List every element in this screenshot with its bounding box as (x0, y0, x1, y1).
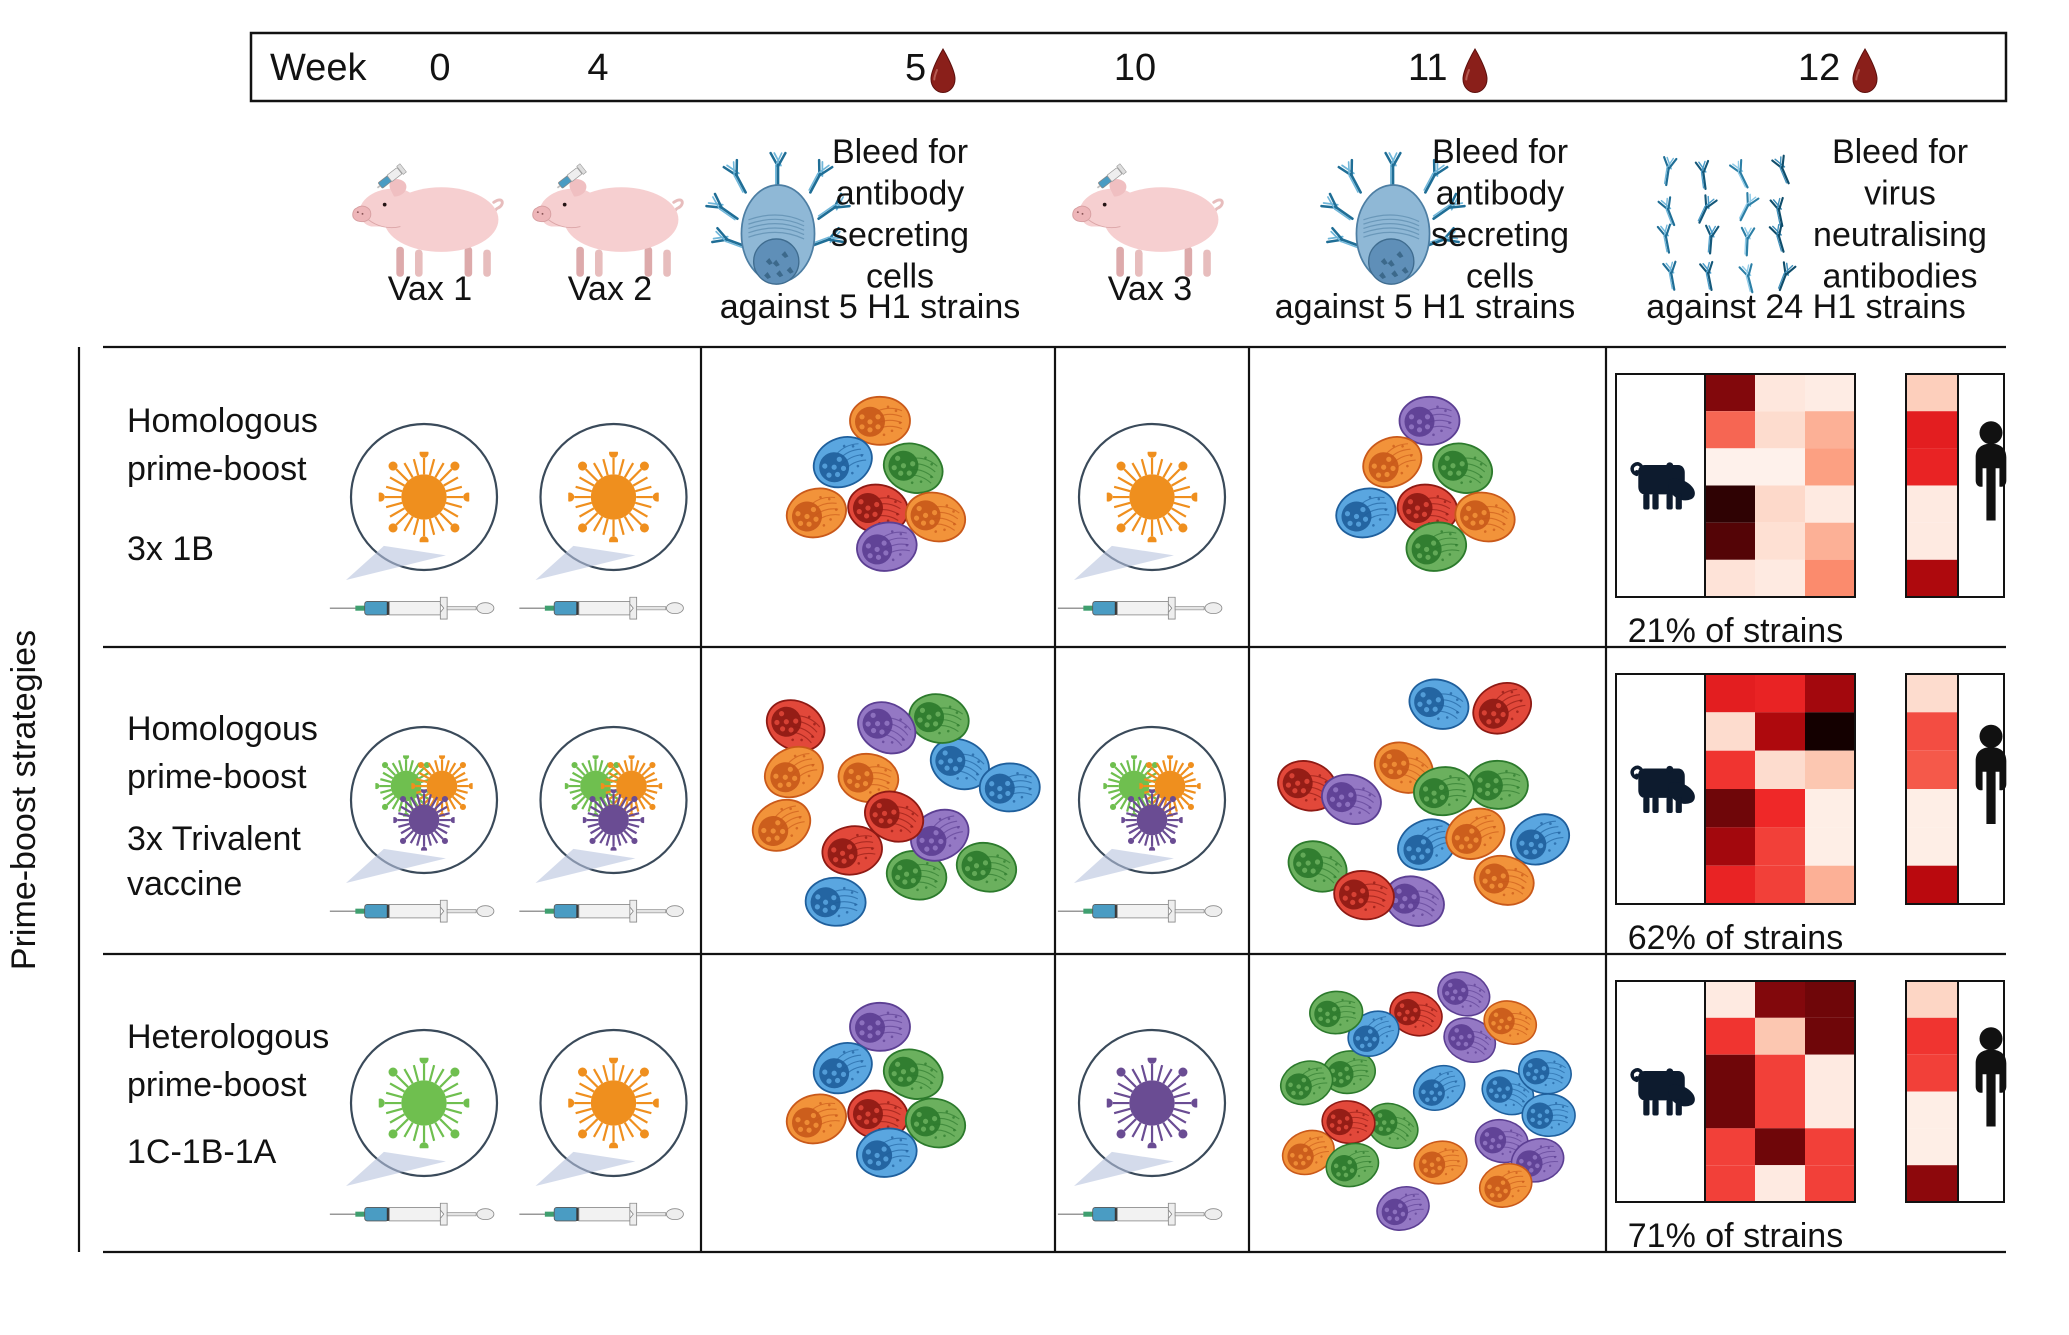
svg-text:10: 10 (1114, 47, 1156, 89)
svg-text:against 5 H1 strains: against 5 H1 strains (720, 288, 1021, 326)
svg-text:prime-boost: prime-boost (127, 758, 307, 796)
svg-text:Vax 1: Vax 1 (388, 270, 472, 308)
svg-text:antibody: antibody (1436, 175, 1565, 213)
svg-text:11: 11 (1408, 47, 1447, 89)
svg-text:71% of strains: 71% of strains (1628, 1217, 1843, 1255)
svg-text:3x Trivalent: 3x Trivalent (127, 820, 301, 858)
svg-text:antibody: antibody (836, 175, 965, 213)
svg-text:Prime-boost strategies: Prime-boost strategies (5, 630, 43, 970)
svg-text:secreting: secreting (1431, 216, 1569, 254)
svg-text:62% of strains: 62% of strains (1628, 919, 1843, 957)
svg-text:prime-boost: prime-boost (127, 450, 307, 488)
svg-text:Homologous: Homologous (127, 402, 318, 440)
svg-text:against 24 H1 strains: against 24 H1 strains (1646, 288, 1965, 326)
svg-text:21% of strains: 21% of strains (1628, 612, 1843, 650)
svg-text:Heterologous: Heterologous (127, 1018, 329, 1056)
svg-text:vaccine: vaccine (127, 865, 242, 903)
svg-text:Bleed for: Bleed for (1832, 133, 1968, 171)
svg-text:virus: virus (1864, 175, 1936, 213)
svg-text:secreting: secreting (831, 216, 969, 254)
svg-text:neutralising: neutralising (1813, 216, 1987, 254)
svg-text:Vax 3: Vax 3 (1108, 270, 1192, 308)
svg-text:Bleed for: Bleed for (832, 133, 968, 171)
svg-text:12: 12 (1798, 47, 1840, 89)
svg-text:5: 5 (905, 47, 926, 89)
svg-text:3x 1B: 3x 1B (127, 530, 214, 568)
svg-text:prime-boost: prime-boost (127, 1066, 307, 1104)
svg-text:Week: Week (270, 47, 367, 89)
svg-text:Bleed for: Bleed for (1432, 133, 1568, 171)
svg-text:0: 0 (429, 47, 450, 89)
svg-text:4: 4 (587, 47, 608, 89)
svg-text:1C-1B-1A: 1C-1B-1A (127, 1133, 277, 1171)
svg-text:Vax 2: Vax 2 (568, 270, 652, 308)
svg-text:against 5 H1 strains: against 5 H1 strains (1275, 288, 1576, 326)
svg-text:Homologous: Homologous (127, 710, 318, 748)
